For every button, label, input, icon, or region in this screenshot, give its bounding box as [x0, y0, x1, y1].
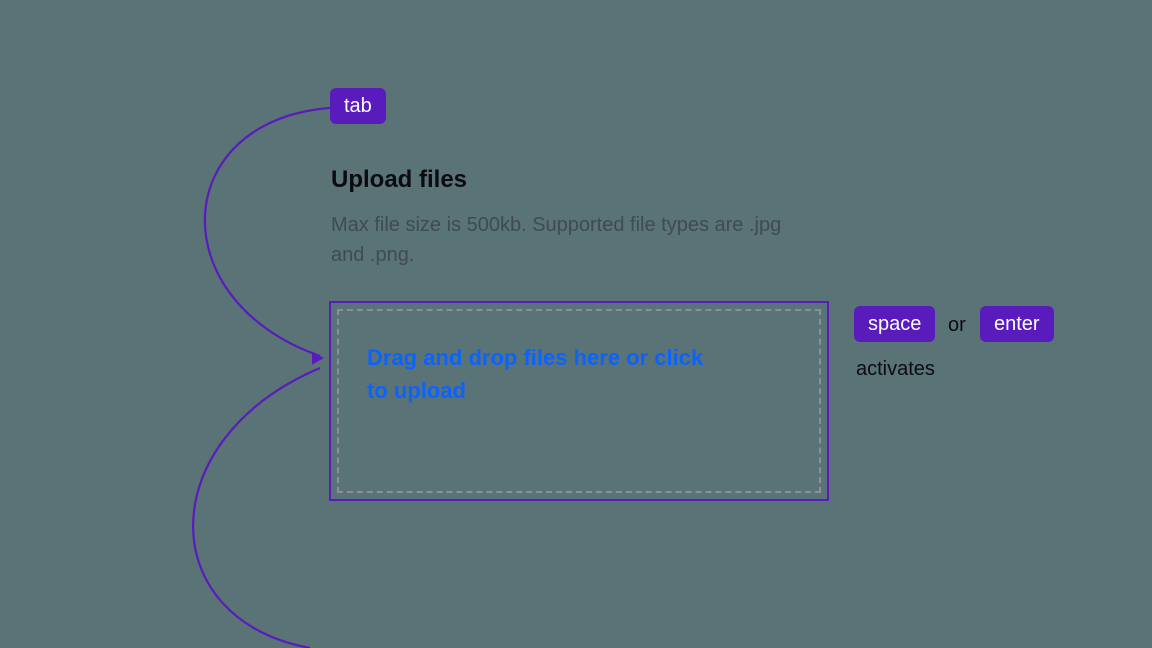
space-key-label: space	[868, 312, 921, 336]
space-key-badge: space	[854, 306, 935, 342]
file-dropzone[interactable]: Drag and drop files here or click to upl…	[329, 301, 829, 501]
or-label: or	[948, 314, 966, 337]
enter-key-label: enter	[994, 312, 1040, 336]
enter-key-badge: enter	[980, 306, 1054, 342]
tab-key-label: tab	[344, 94, 372, 118]
tab-key-badge: tab	[330, 88, 386, 124]
upload-subtext: Max file size is 500kb. Supported file t…	[331, 210, 791, 270]
file-dropzone-label: Drag and drop files here or click to upl…	[367, 341, 707, 407]
activates-label: activates	[856, 358, 935, 381]
upload-heading: Upload files	[331, 166, 467, 194]
